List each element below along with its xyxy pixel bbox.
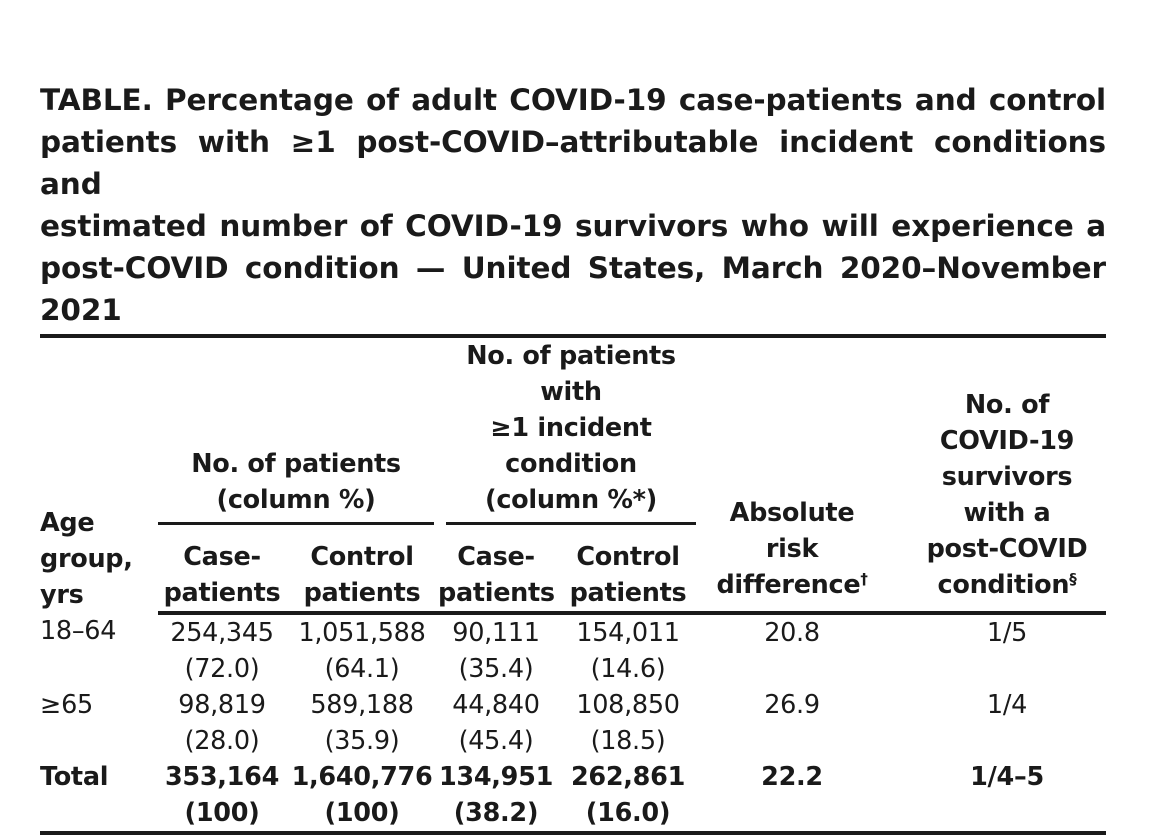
table-title: TABLE. Percentage of adult COVID-19 case… bbox=[40, 79, 1106, 338]
incident-control-patients-header: Control patients bbox=[554, 529, 702, 615]
incident-control-cell: 108,850 (18.5) bbox=[576, 690, 680, 756]
table-row: ≥65 98,819 (28.0) 589,188 (35.9) 44,840 … bbox=[40, 687, 1106, 759]
incident-case-patients-header: Case- patients bbox=[438, 529, 555, 615]
age-cell: 18–64 bbox=[40, 616, 117, 646]
total-case-patients-cell: 353,164 (100) bbox=[158, 759, 286, 835]
title-line-2: patients with ≥1 post-COVID–attributable… bbox=[40, 125, 1106, 201]
ard-cell: 26.9 bbox=[764, 690, 820, 720]
control-patients-cell: 589,188 (35.9) bbox=[310, 690, 414, 756]
survivors-cell: 1/4 bbox=[986, 690, 1028, 720]
title-line-4: post-COVID condition — United States, Ma… bbox=[40, 251, 1106, 327]
survivors-header: No. of COVID-19 survivors with a post-CO… bbox=[882, 338, 1106, 615]
section-footnote-mark: § bbox=[1069, 570, 1077, 588]
title-line-1: TABLE. Percentage of adult COVID-19 case… bbox=[40, 83, 1106, 117]
control-patients-cell: 1,051,588 (64.1) bbox=[298, 618, 426, 684]
total-ard-cell: 22.2 bbox=[702, 759, 882, 835]
total-survivors-cell: 1/4–5 bbox=[882, 759, 1106, 835]
survivors-cell: 1/5 bbox=[986, 618, 1028, 648]
control-patients-header: Control patients bbox=[286, 529, 438, 615]
title-line-3: estimated number of COVID-19 survivors w… bbox=[40, 209, 1106, 243]
incident-case-cell: 90,111 (35.4) bbox=[452, 618, 540, 684]
total-incident-case-cell: 134,951 (38.2) bbox=[438, 759, 554, 835]
document: TABLE. Percentage of adult COVID-19 case… bbox=[40, 79, 1106, 835]
absolute-risk-difference-header: Absolute risk difference† bbox=[702, 338, 882, 615]
total-incident-control-cell: 262,861 (16.0) bbox=[554, 759, 702, 835]
age-cell: ≥65 bbox=[40, 690, 93, 720]
patients-group-header: No. of patients (column %) bbox=[158, 338, 438, 529]
incident-group-header: No. of patients with ≥1 incident conditi… bbox=[438, 338, 702, 529]
dagger-footnote-mark: † bbox=[860, 570, 868, 588]
case-patients-cell: 254,345 (72.0) bbox=[170, 618, 274, 684]
case-patients-header: Case- patients bbox=[158, 529, 286, 615]
ard-cell: 20.8 bbox=[764, 618, 820, 648]
table-row: 18–64 254,345 (72.0) 1,051,588 (64.1) 90… bbox=[40, 613, 1106, 687]
incident-control-cell: 154,011 (14.6) bbox=[576, 618, 680, 684]
incident-case-cell: 44,840 (45.4) bbox=[452, 690, 540, 756]
data-table: Age group, yrs No. of patients (column %… bbox=[40, 338, 1106, 835]
total-control-patients-cell: 1,640,776 (100) bbox=[286, 759, 438, 835]
age-group-header: Age group, yrs bbox=[40, 508, 133, 610]
total-label: Total bbox=[40, 759, 158, 835]
case-patients-cell: 98,819 (28.0) bbox=[178, 690, 266, 756]
total-row: Total 353,164 (100) 1,640,776 (100) 134,… bbox=[40, 759, 1106, 835]
